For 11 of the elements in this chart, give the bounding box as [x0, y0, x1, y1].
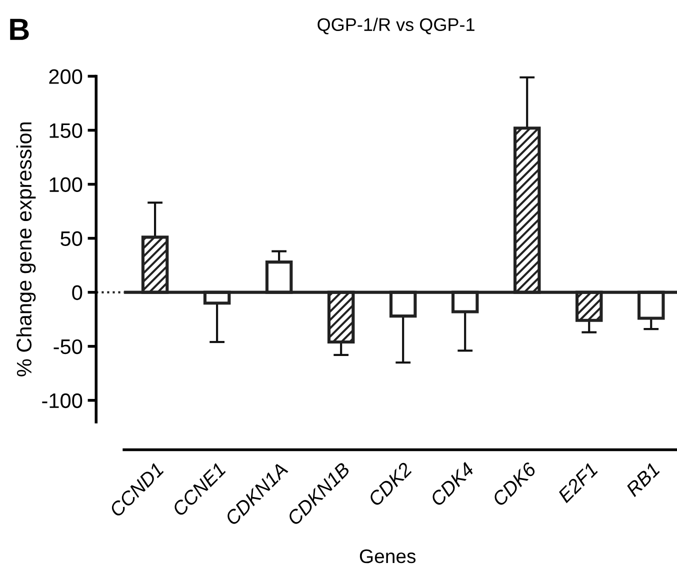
y-tick-label: 0 [72, 285, 82, 300]
y-tick-label: 200 [49, 69, 82, 84]
y-tick-label: 50 [60, 231, 82, 246]
chart-title: QGP-1/R vs QGP-1 [318, 18, 474, 34]
y-axis-title: % Change gene expression [16, 122, 36, 376]
y-tick-label: -50 [54, 339, 82, 354]
y-tick-label: 150 [50, 123, 82, 138]
text: B [10, 18, 29, 40]
x-axis-title: Genes [360, 549, 416, 564]
y-tick-label: -100 [42, 393, 82, 408]
y-tick-label: 100 [50, 177, 82, 192]
